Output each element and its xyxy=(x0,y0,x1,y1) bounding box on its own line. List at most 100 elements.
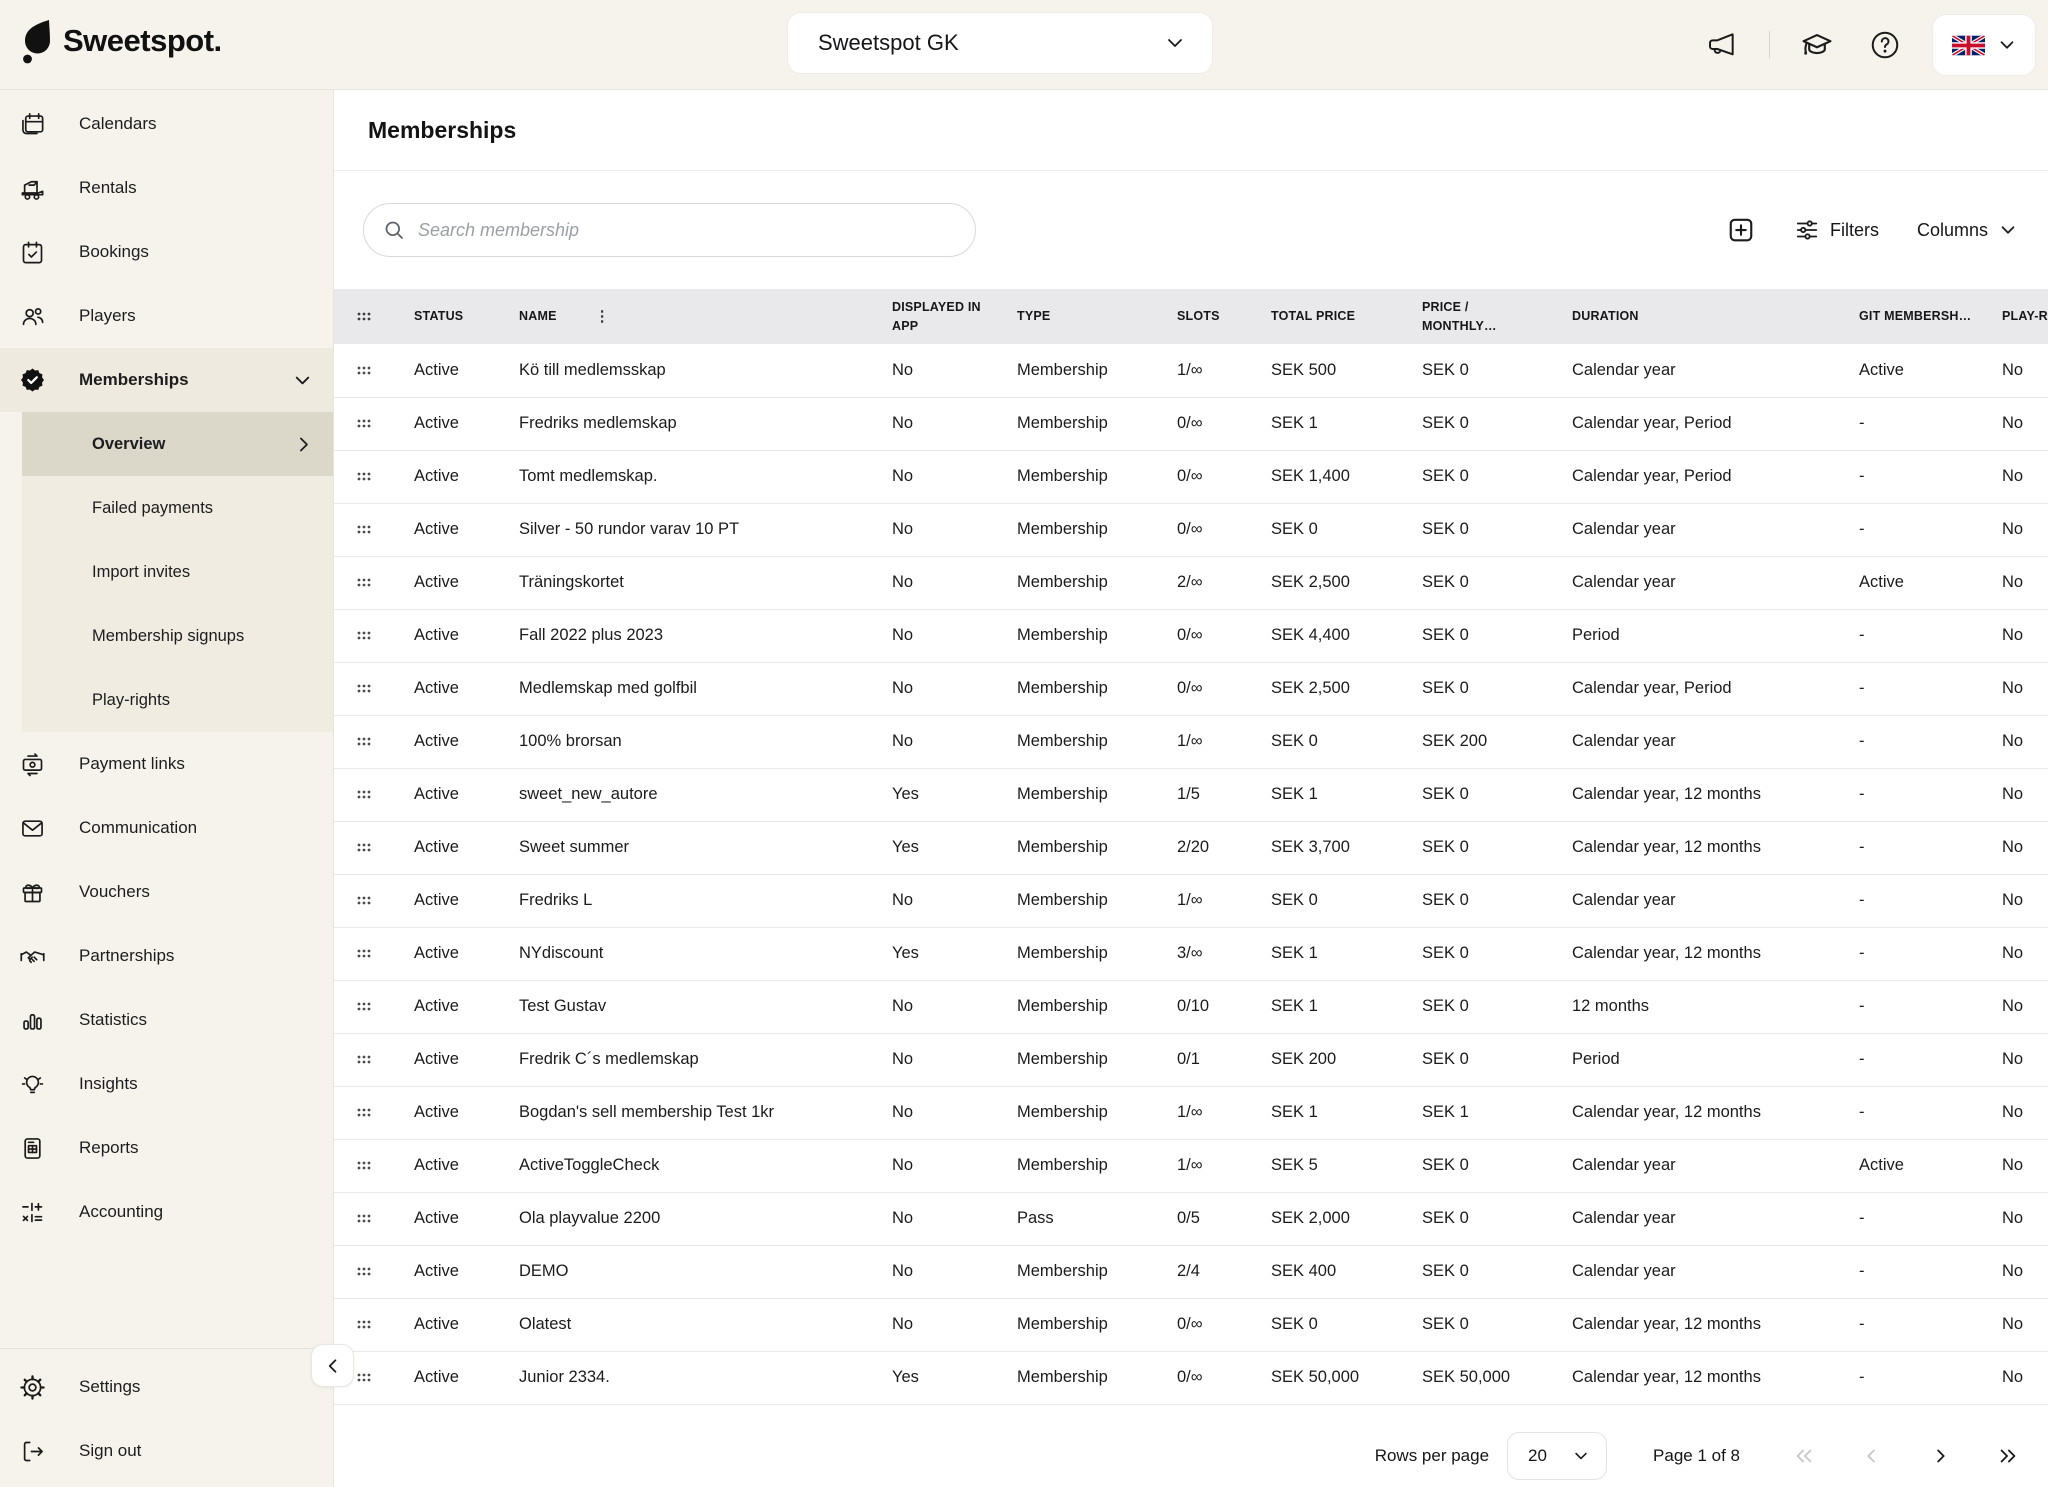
row-drag-handle[interactable] xyxy=(334,503,394,557)
row-drag-handle[interactable] xyxy=(334,344,394,398)
column-header-slots[interactable]: SLOTS xyxy=(1157,289,1251,344)
sidebar-item-insights[interactable]: Insights xyxy=(0,1052,333,1116)
column-header-displayed-in-app[interactable]: DISPLAYED IN APP xyxy=(872,289,997,344)
submenu-item-failed-payments[interactable]: Failed payments xyxy=(22,476,333,540)
sidebar-item-memberships[interactable]: Memberships xyxy=(0,348,333,412)
table-row[interactable]: Active Fredriks L No Membership 1/∞ SEK … xyxy=(334,874,2048,928)
row-drag-handle[interactable] xyxy=(334,768,394,822)
sidebar-item-payment-links[interactable]: Payment links xyxy=(0,732,333,796)
table-row[interactable]: Active ActiveToggleCheck No Membership 1… xyxy=(334,1139,2048,1193)
table-row[interactable]: Active Medlemskap med golfbil No Members… xyxy=(334,662,2048,716)
last-page-button[interactable] xyxy=(1994,1442,2022,1470)
columns-button[interactable]: Columns xyxy=(1917,220,2018,241)
cell-name[interactable]: sweet_new_autore xyxy=(499,768,872,822)
next-page-button[interactable] xyxy=(1926,1442,1954,1470)
sidebar-item-reports[interactable]: Reports xyxy=(0,1116,333,1180)
cell-name[interactable]: Fall 2022 plus 2023 xyxy=(499,609,872,663)
submenu-item-overview[interactable]: Overview xyxy=(22,412,333,476)
table-row[interactable]: Active DEMO No Membership 2/4 SEK 400 SE… xyxy=(334,1245,2048,1299)
column-header-status[interactable]: STATUS xyxy=(394,289,499,344)
sidebar-item-partnerships[interactable]: Partnerships xyxy=(0,924,333,988)
table-row[interactable]: Active Kö till medlemsskap No Membership… xyxy=(334,344,2048,398)
table-row[interactable]: Active Fredrik C´s medlemskap No Members… xyxy=(334,1033,2048,1087)
row-drag-handle[interactable] xyxy=(334,450,394,504)
row-drag-handle[interactable] xyxy=(334,1139,394,1193)
previous-page-button[interactable] xyxy=(1858,1442,1886,1470)
add-membership-button[interactable] xyxy=(1726,215,1756,245)
row-drag-handle[interactable] xyxy=(334,1245,394,1299)
sidebar-item-accounting[interactable]: Accounting xyxy=(0,1180,333,1244)
table-row[interactable]: Active Träningskortet No Membership 2/∞ … xyxy=(334,556,2048,610)
search-input[interactable] xyxy=(418,219,957,241)
search-box[interactable] xyxy=(363,203,976,257)
column-header-price-monthly[interactable]: PRICE / MONTHLY… xyxy=(1402,289,1552,344)
row-drag-handle[interactable] xyxy=(334,715,394,769)
sidebar-item-rentals[interactable]: Rentals xyxy=(0,156,333,220)
column-menu-icon[interactable]: ⋮ xyxy=(594,307,610,325)
table-row[interactable]: Active Junior 2334. Yes Membership 0/∞ S… xyxy=(334,1351,2048,1405)
cell-name[interactable]: Kö till medlemsskap xyxy=(499,344,872,398)
megaphone-icon[interactable] xyxy=(1701,24,1743,66)
row-drag-handle[interactable] xyxy=(334,874,394,928)
cell-name[interactable]: Test Gustav xyxy=(499,980,872,1034)
table-row[interactable]: Active Test Gustav No Membership 0/10 SE… xyxy=(334,980,2048,1034)
club-selector-dropdown[interactable]: Sweetspot GK xyxy=(787,12,1213,74)
row-drag-handle[interactable] xyxy=(334,397,394,451)
column-header-git-membership[interactable]: GIT MEMBERSH… xyxy=(1839,289,1982,344)
row-drag-handle[interactable] xyxy=(334,1192,394,1246)
cell-name[interactable]: Sweet summer xyxy=(499,821,872,875)
row-drag-handle[interactable] xyxy=(334,662,394,716)
help-icon[interactable] xyxy=(1864,24,1906,66)
cell-name[interactable]: Bogdan's sell membership Test 1kr xyxy=(499,1086,872,1140)
cell-name[interactable]: Medlemskap med golfbil xyxy=(499,662,872,716)
rows-per-page-select[interactable]: 20 xyxy=(1507,1432,1608,1480)
cell-name[interactable]: NYdiscount xyxy=(499,927,872,981)
column-header-play-right[interactable]: PLAY-RIGHT xyxy=(1982,289,2048,344)
row-drag-handle[interactable] xyxy=(334,821,394,875)
cell-name[interactable]: Tomt medlemskap. xyxy=(499,450,872,504)
cell-name[interactable]: DEMO xyxy=(499,1245,872,1299)
sidebar-item-bookings[interactable]: Bookings xyxy=(0,220,333,284)
cell-name[interactable]: Fredriks L xyxy=(499,874,872,928)
sidebar-item-players[interactable]: Players xyxy=(0,284,333,348)
table-row[interactable]: Active Fredriks medlemskap No Membership… xyxy=(334,397,2048,451)
sidebar-item-communication[interactable]: Communication xyxy=(0,796,333,860)
cell-name[interactable]: 100% brorsan xyxy=(499,715,872,769)
table-row[interactable]: Active Silver - 50 rundor varav 10 PT No… xyxy=(334,503,2048,557)
row-drag-handle[interactable] xyxy=(334,1086,394,1140)
filters-button[interactable]: Filters xyxy=(1794,217,1879,243)
graduation-cap-icon[interactable] xyxy=(1796,24,1838,66)
row-drag-handle[interactable] xyxy=(334,609,394,663)
table-row[interactable]: Active Tomt medlemskap. No Membership 0/… xyxy=(334,450,2048,504)
submenu-item-membership-signups[interactable]: Membership signups xyxy=(22,604,333,668)
sidebar-item-statistics[interactable]: Statistics xyxy=(0,988,333,1052)
table-row[interactable]: Active 100% brorsan No Membership 1/∞ SE… xyxy=(334,715,2048,769)
table-row[interactable]: Active NYdiscount Yes Membership 3/∞ SEK… xyxy=(334,927,2048,981)
row-drag-handle[interactable] xyxy=(334,1033,394,1087)
sidebar-item-sign-out[interactable]: Sign out xyxy=(0,1419,333,1483)
row-drag-handle[interactable] xyxy=(334,927,394,981)
cell-name[interactable]: ActiveToggleCheck xyxy=(499,1139,872,1193)
sidebar-collapse-button[interactable] xyxy=(311,1344,354,1387)
column-header-total-price[interactable]: TOTAL PRICE xyxy=(1251,289,1402,344)
table-row[interactable]: Active Sweet summer Yes Membership 2/20 … xyxy=(334,821,2048,875)
sidebar-item-vouchers[interactable]: Vouchers xyxy=(0,860,333,924)
first-page-button[interactable] xyxy=(1790,1442,1818,1470)
cell-name[interactable]: Ola playvalue 2200 xyxy=(499,1192,872,1246)
row-drag-handle[interactable] xyxy=(334,556,394,610)
column-header-duration[interactable]: DURATION xyxy=(1552,289,1839,344)
sidebar-item-calendars[interactable]: Calendars xyxy=(0,92,333,156)
cell-name[interactable]: Junior 2334. xyxy=(499,1351,872,1405)
table-row[interactable]: Active Bogdan's sell membership Test 1kr… xyxy=(334,1086,2048,1140)
submenu-item-import-invites[interactable]: Import invites xyxy=(22,540,333,604)
cell-name[interactable]: Fredrik C´s medlemskap xyxy=(499,1033,872,1087)
table-row[interactable]: Active Olatest No Membership 0/∞ SEK 0 S… xyxy=(334,1298,2048,1352)
cell-name[interactable]: Träningskortet xyxy=(499,556,872,610)
table-row[interactable]: Active Ola playvalue 2200 No Pass 0/5 SE… xyxy=(334,1192,2048,1246)
row-drag-handle[interactable] xyxy=(334,1298,394,1352)
cell-name[interactable]: Olatest xyxy=(499,1298,872,1352)
language-selector[interactable] xyxy=(1932,14,2036,76)
column-header-type[interactable]: TYPE xyxy=(997,289,1157,344)
column-header-name[interactable]: NAME ⋮ xyxy=(499,289,872,344)
table-row[interactable]: Active Fall 2022 plus 2023 No Membership… xyxy=(334,609,2048,663)
